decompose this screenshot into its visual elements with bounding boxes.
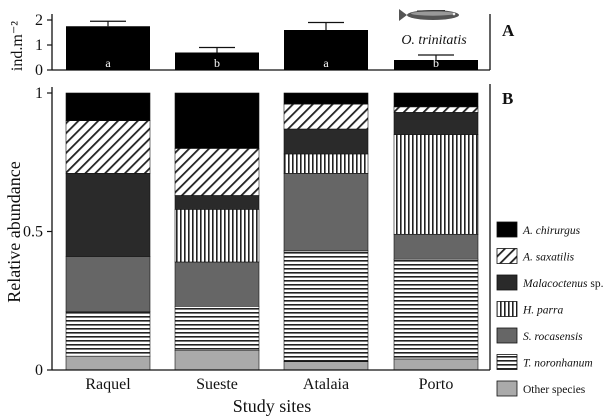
panel-a-letter: a <box>323 56 329 70</box>
panel-b-segment <box>174 209 260 263</box>
panel-b-y-tick-label: 0 <box>35 362 43 379</box>
panel-b-segment <box>174 148 260 196</box>
legend-label-italic: H. parra <box>522 305 564 317</box>
legend-label-plain: sp. <box>588 278 604 290</box>
panel-b-segment <box>65 92 151 122</box>
panel-b-segment <box>393 258 479 360</box>
panel-a-y-tick-label: 0 <box>35 62 43 79</box>
panel-b-segment <box>65 173 151 257</box>
panel-a-bar <box>66 26 150 70</box>
panel-b-y-label: Relative abundance <box>4 161 24 302</box>
panel-b-segment <box>65 311 151 357</box>
legend-label: T. noronhanum <box>523 358 593 370</box>
panel-b-y-tick-label: 1 <box>35 85 43 102</box>
legend-label: A. saxatilis <box>522 252 575 264</box>
legend-label: A. chirurgus <box>522 225 581 237</box>
panel-b-segment <box>283 250 369 362</box>
panel-b-y-tick-label: 0.5 <box>23 224 43 241</box>
panel-b-segment <box>174 261 260 307</box>
legend-label: Malacoctenus sp. <box>522 278 604 290</box>
panel-b-segment <box>393 134 479 235</box>
panel-b-axis: Raquel Sueste Atalaia Porto 0 0.5 1 <box>23 84 491 393</box>
panel-b-segment <box>283 92 369 105</box>
legend-item: Other species <box>496 380 586 397</box>
legend-item: A. chirurgus <box>496 221 581 238</box>
legend-label-italic: S. rocasensis <box>523 331 583 343</box>
panel-b-segment <box>283 103 369 130</box>
panel-b-x-tick-label: Sueste <box>196 376 238 393</box>
panel-b-bars <box>65 92 479 371</box>
legend-swatch <box>496 248 518 264</box>
panel-b: Raquel Sueste Atalaia Porto 0 0.5 1 Relative a… <box>4 84 604 416</box>
panel-a-bar <box>394 60 478 70</box>
panel-b-segment <box>393 112 479 135</box>
panel-a-letter: a <box>105 56 111 70</box>
legend-swatch <box>496 274 518 291</box>
legend-label-italic: A. chirurgus <box>522 225 581 237</box>
panel-b-segment <box>65 355 151 371</box>
legend-label: H. parra <box>522 305 564 317</box>
panel-b-x-label: Study sites <box>233 396 312 416</box>
panel-a-bar <box>175 52 259 70</box>
panel-a-letter: b <box>214 56 220 70</box>
legend-item: S. rocasensis <box>496 327 583 344</box>
panel-a-y-label: ind.m⁻² <box>9 21 26 71</box>
panel-a-bar <box>284 30 368 70</box>
legend-label-italic: T. noronhanum <box>523 358 593 370</box>
panel-a-y-tick-label: 2 <box>35 12 43 29</box>
fish-icon <box>399 9 459 21</box>
panel-b-tag: B <box>502 89 513 108</box>
panel-b-segment <box>283 173 369 252</box>
panel-b-segment <box>283 361 369 371</box>
panel-a: 0 1 2 a b a b ind.m⁻² O. trinitatis A <box>9 9 515 79</box>
legend-swatch <box>496 301 518 317</box>
panel-b-segment <box>174 195 260 210</box>
panel-b-segment <box>65 256 151 313</box>
legend-label-italic: A. saxatilis <box>522 252 575 264</box>
legend-swatch <box>496 380 518 397</box>
panel-b-segment <box>393 92 479 108</box>
legend-item: T. noronhanum <box>496 354 593 370</box>
legend-item: H. parra <box>496 301 564 317</box>
legend-label: Other species <box>523 384 586 396</box>
legend-swatch <box>496 221 518 238</box>
panel-b-segment <box>174 350 260 371</box>
legend-label: S. rocasensis <box>523 331 583 343</box>
panel-b-segment <box>174 305 260 351</box>
panel-b-x-tick-label: Raquel <box>85 376 131 393</box>
species-label: O. trinitatis <box>401 33 467 48</box>
panel-a-y-tick-label: 1 <box>35 37 43 54</box>
panel-b-x-tick-label: Porto <box>419 376 454 393</box>
legend-item: Malacoctenus sp. <box>496 274 604 291</box>
panel-b-segment <box>174 92 260 149</box>
panel-b-segment <box>393 233 479 260</box>
panel-a-letter: b <box>433 56 439 70</box>
panel-b-segment <box>283 153 369 174</box>
legend-label-italic: Malacoctenus <box>522 278 588 290</box>
panel-b-segment <box>65 120 151 174</box>
panel-b-x-tick-label: Atalaia <box>303 376 349 393</box>
legend-label-plain: Other species <box>523 384 586 396</box>
panel-b-segment <box>393 106 479 113</box>
legend-swatch <box>496 354 518 370</box>
legend: A. chirurgus A. saxatilis Malacoctenus sp.… <box>496 221 604 397</box>
panel-b-segment <box>283 128 369 155</box>
panel-b-segment <box>393 358 479 371</box>
panel-a-tag: A <box>502 21 515 40</box>
legend-swatch <box>496 327 518 344</box>
legend-item: A. saxatilis <box>496 248 575 264</box>
